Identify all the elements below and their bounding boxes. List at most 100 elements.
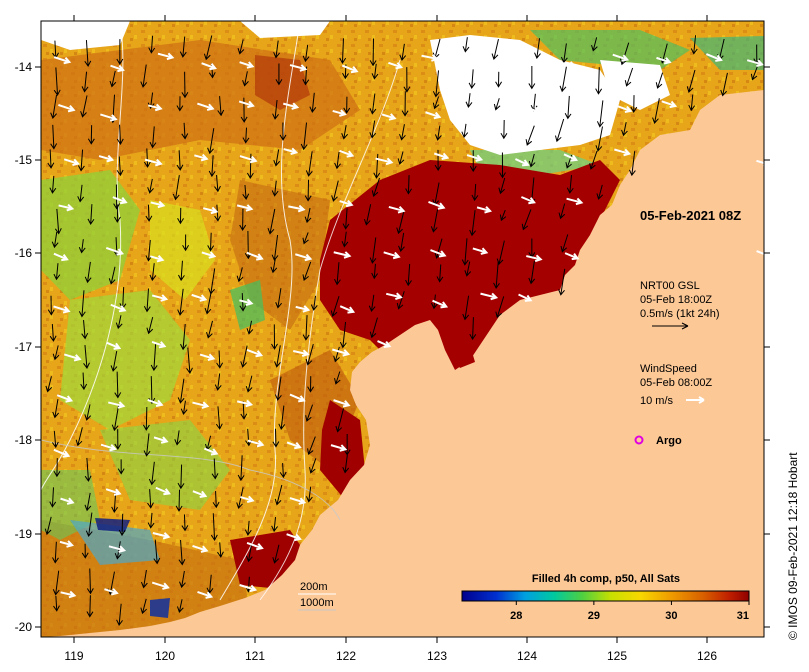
- current-arrow: [245, 543, 253, 563]
- lon-label: 122: [336, 649, 356, 663]
- wind-arrow: [152, 532, 171, 540]
- current-arrow: [273, 40, 280, 59]
- current-arrow: [84, 457, 92, 482]
- wind-arrow: [151, 581, 170, 590]
- wind-arrow: [63, 353, 82, 362]
- colorbar: Filled 4h comp, p50, All Sats 28 29 30 31: [461, 573, 750, 622]
- current-arrow: [148, 35, 156, 54]
- current-arrow: [208, 155, 216, 178]
- current-arrow: [237, 39, 245, 55]
- current-arrow: [591, 37, 598, 52]
- current-arrow: [300, 122, 308, 151]
- wind-arrow: [375, 157, 394, 166]
- contour-200m: [259, 59, 401, 601]
- wind-arrow: [110, 64, 125, 73]
- current-arrow: [80, 372, 88, 391]
- wind-arrow: [339, 199, 354, 208]
- current-arrow: [176, 150, 184, 171]
- lat-label: -19: [15, 527, 33, 541]
- wind-arrow: [239, 155, 258, 164]
- wind-arrow: [705, 53, 723, 62]
- current-arrow: [236, 267, 244, 283]
- current-arrow: [153, 539, 161, 565]
- current-arrow: [399, 43, 407, 62]
- wind-arrow: [566, 197, 584, 206]
- current-arrow: [176, 599, 184, 613]
- lat-label: -20: [15, 620, 33, 634]
- wind-arrow: [197, 590, 214, 599]
- cold-spot: [95, 518, 130, 532]
- current-arrow: [307, 376, 315, 393]
- current-arrow: [397, 151, 405, 165]
- wind-arrow: [471, 57, 486, 66]
- current-arrow: [686, 69, 696, 93]
- wind-arrow: [53, 305, 71, 314]
- wind-arrow: [53, 252, 69, 262]
- current-arrow: [304, 207, 312, 224]
- current-arrow: [371, 263, 379, 280]
- wind-arrow: [60, 497, 75, 505]
- current-arrow: [149, 126, 157, 149]
- current-arrow: [369, 237, 377, 264]
- contour-200m-label: 200m: [300, 581, 328, 593]
- current-arrow: [206, 320, 214, 339]
- current-arrow: [271, 516, 278, 533]
- current-arrow: [342, 208, 350, 230]
- current-arrow: [498, 177, 506, 195]
- colorbar-tick-label: 29: [588, 610, 600, 622]
- current-arrow: [307, 436, 316, 456]
- current-arrow: [239, 208, 247, 231]
- current-arrow: [559, 66, 567, 93]
- current-arrow: [246, 153, 254, 179]
- current-arrow: [246, 320, 254, 335]
- wind-scale-arrow-icon: [686, 396, 705, 404]
- current-arrow: [399, 124, 406, 141]
- lon-label: 120: [155, 649, 175, 663]
- current-arrow: [245, 375, 253, 393]
- wind-arrow: [151, 294, 169, 302]
- current-arrow: [147, 489, 154, 509]
- current-arrow: [534, 38, 541, 60]
- wind-arrow: [246, 348, 264, 358]
- wind-arrow: [339, 305, 356, 314]
- current-arrow: [339, 321, 347, 349]
- argo-label: Argo: [656, 435, 682, 447]
- wind-arrow: [476, 206, 492, 214]
- current-arrow: [305, 343, 314, 366]
- current-arrow: [528, 153, 536, 168]
- current-arrow: [84, 40, 92, 68]
- current-arrow: [432, 96, 440, 110]
- current-arrow: [51, 231, 59, 249]
- current-arrow: [342, 454, 350, 474]
- current-arrow: [335, 408, 345, 433]
- wind-arrow: [521, 196, 536, 205]
- current-arrow: [595, 67, 603, 95]
- colorbar-tick-label: 31: [737, 610, 749, 622]
- current-arrow: [116, 156, 124, 177]
- wind-arrow: [203, 447, 219, 456]
- current-arrow: [116, 603, 123, 627]
- wind-arrow: [199, 353, 216, 361]
- current-arrow: [275, 288, 283, 309]
- current-arrow: [180, 324, 187, 351]
- current-arrow: [145, 239, 153, 262]
- wind-arrow: [150, 255, 165, 263]
- current-arrow: [334, 151, 341, 170]
- current-arrow: [181, 122, 189, 140]
- current-arrow: [272, 100, 279, 120]
- current-arrow: [47, 149, 55, 169]
- current-arrow: [140, 64, 148, 88]
- current-arrow: [178, 539, 186, 566]
- cold-spot: [150, 598, 170, 618]
- wind-arrow: [239, 61, 255, 69]
- current-arrow: [434, 125, 442, 141]
- hot-coastal-water: [255, 55, 310, 110]
- current-arrow: [49, 487, 57, 508]
- current-arrow: [499, 209, 507, 222]
- current-arrow: [115, 315, 123, 330]
- wind-arrow: [100, 113, 118, 122]
- current-arrow: [240, 97, 248, 123]
- current-arrow: [471, 183, 479, 202]
- wind-arrow: [432, 299, 449, 309]
- current-arrow: [267, 208, 276, 235]
